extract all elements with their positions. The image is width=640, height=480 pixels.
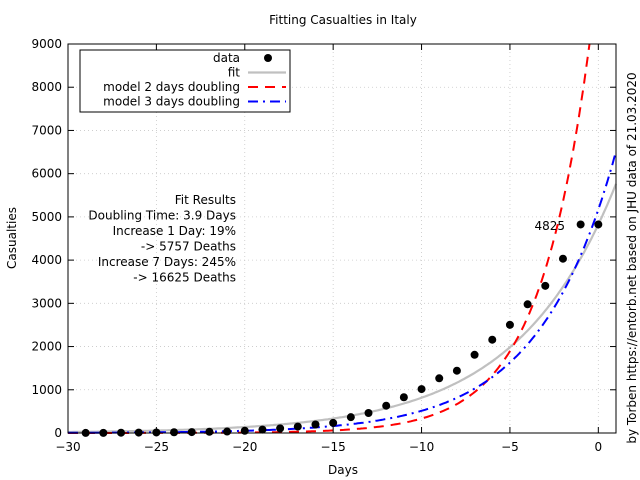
legend-label: fit bbox=[228, 66, 241, 80]
y-tick-label: 3000 bbox=[31, 296, 62, 310]
y-tick-label: 6000 bbox=[31, 167, 62, 181]
legend-label: data bbox=[213, 51, 240, 65]
data-point bbox=[170, 428, 179, 437]
x-tick-label: −15 bbox=[320, 440, 345, 454]
fit-results-line: -> 16625 Deaths bbox=[133, 271, 236, 285]
y-tick-label: 4000 bbox=[31, 253, 62, 267]
y-tick-label: 5000 bbox=[31, 210, 62, 224]
y-tick-label: 8000 bbox=[31, 80, 62, 94]
y-tick-label: 1000 bbox=[31, 383, 62, 397]
chart-title: Fitting Casualties in Italy bbox=[269, 13, 417, 27]
fit-results-line: -> 5757 Deaths bbox=[141, 240, 236, 254]
y-tick-label: 7000 bbox=[31, 123, 62, 137]
data-point bbox=[541, 281, 550, 290]
data-point bbox=[558, 254, 567, 263]
data-point bbox=[346, 413, 355, 422]
x-tick-label: 0 bbox=[595, 440, 603, 454]
data-point bbox=[329, 418, 338, 427]
last-value-label: 4825 bbox=[534, 219, 565, 233]
data-point bbox=[223, 427, 232, 436]
data-point bbox=[488, 335, 497, 344]
data-point bbox=[364, 408, 373, 417]
fit-results-line: Increase 7 Days: 245% bbox=[98, 255, 236, 269]
data-point bbox=[505, 320, 514, 329]
x-tick-label: −5 bbox=[501, 440, 519, 454]
y-tick-label: 9000 bbox=[31, 37, 62, 51]
x-tick-label: −30 bbox=[55, 440, 80, 454]
series-line-model-3-days-doubling bbox=[68, 151, 617, 434]
y-tick-label: 0 bbox=[54, 426, 62, 440]
legend-label: model 2 days doubling bbox=[103, 80, 240, 94]
data-point bbox=[258, 425, 267, 434]
legend-marker bbox=[264, 54, 272, 62]
y-axis-label: Casualties bbox=[5, 207, 19, 269]
data-point bbox=[417, 385, 426, 394]
x-axis-label: Days bbox=[328, 463, 358, 477]
data-point bbox=[276, 424, 285, 433]
data-point bbox=[293, 422, 302, 431]
x-tick-label: −25 bbox=[144, 440, 169, 454]
axis-ticks: −30 −25 −20 −15 −10 −5 0 0 1000 2000 3000 4000 5000 6… bbox=[31, 37, 616, 454]
data-point bbox=[576, 220, 585, 229]
data-point bbox=[205, 427, 214, 436]
plot-frame bbox=[67, 43, 617, 434]
credit-text: by Torben https://entorb.net based on JH… bbox=[625, 72, 639, 443]
data-point bbox=[382, 401, 391, 410]
fit-results-line: Increase 1 Day: 19% bbox=[113, 224, 236, 238]
data-point bbox=[594, 220, 603, 229]
data-point bbox=[399, 393, 408, 402]
fit-results-line: Fit Results bbox=[175, 193, 236, 207]
x-tick-label: −10 bbox=[409, 440, 434, 454]
data-point bbox=[435, 374, 444, 383]
legend-label: model 3 days doubling bbox=[103, 95, 240, 109]
data-point bbox=[523, 300, 532, 309]
fit-results-line: Doubling Time: 3.9 Days bbox=[88, 209, 236, 223]
data-point bbox=[187, 428, 196, 437]
data-point bbox=[470, 350, 479, 359]
y-tick-label: 2000 bbox=[31, 340, 62, 354]
x-tick-label: −20 bbox=[232, 440, 257, 454]
data-point bbox=[311, 420, 320, 429]
data-point bbox=[452, 366, 461, 375]
